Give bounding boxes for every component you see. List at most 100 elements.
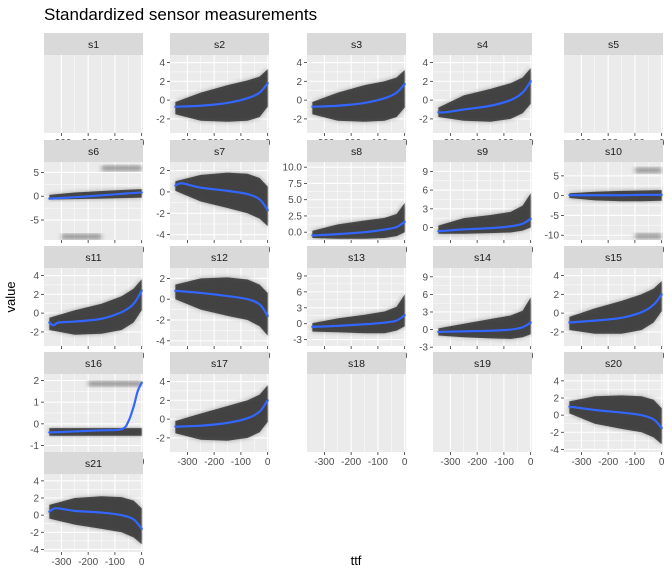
panel-background	[44, 162, 143, 240]
trend-line	[174, 289, 269, 317]
trend-line	[174, 182, 269, 212]
panel-marks	[311, 70, 406, 122]
y-tick-label: 4	[159, 58, 165, 69]
panel-marks	[437, 193, 532, 234]
data-cloud	[49, 496, 142, 545]
y-tick-label: 0	[159, 415, 165, 426]
facet-strip	[170, 140, 269, 162]
facet-label: s16	[85, 358, 102, 370]
trend-line	[48, 289, 143, 327]
y-tick-label: -10	[545, 231, 560, 242]
panel-background	[433, 374, 532, 452]
y-tick-label: 4	[33, 271, 39, 282]
panel-marks	[48, 381, 143, 436]
x-tick-label: -100	[368, 457, 388, 468]
facet-strip	[44, 452, 143, 474]
y-tick-label: -2	[156, 114, 165, 125]
trend-line	[174, 399, 269, 428]
facet-label: s4	[477, 39, 488, 51]
x-tick-label: -300	[177, 457, 197, 468]
facet-label: s7	[214, 146, 225, 158]
x-tick-label: -100	[625, 457, 645, 468]
y-tick-label: 4	[159, 377, 165, 388]
facet-s18: s18 -300 -200 -100 0	[307, 352, 408, 468]
facet-label: s11	[85, 252, 101, 264]
y-tick-label: 0	[33, 192, 39, 203]
facet-strip	[170, 246, 269, 268]
facet-label: s21	[85, 458, 102, 470]
y-tick-label: 3	[422, 307, 428, 318]
panel-marks	[437, 297, 532, 339]
panel-marks	[174, 385, 269, 441]
x-tick-label: 0	[139, 557, 145, 568]
y-tick-label: 4	[553, 376, 559, 387]
trend-line	[437, 80, 532, 114]
y-tick-label: 9	[422, 167, 428, 178]
y-tick-label: -2	[30, 327, 39, 338]
y-tick-label: 2	[33, 494, 39, 505]
y-tick-label: 2	[422, 77, 428, 88]
trend-line	[437, 217, 532, 233]
x-tick-label: -200	[467, 457, 487, 468]
data-cloud	[438, 297, 531, 339]
y-tick-label: 0	[422, 325, 428, 336]
y-tick-label: 0	[422, 96, 428, 107]
y-tick-label: 6	[422, 290, 428, 301]
facet-s20: s20 -4 -2 0 2 4 -300 -200 -100 0	[550, 352, 665, 468]
panel-background	[307, 268, 406, 346]
data-cloud	[175, 69, 268, 122]
y-tick-label: 6	[422, 186, 428, 197]
y-tick-label: 5	[553, 171, 559, 182]
panel-marks	[48, 496, 143, 545]
y-tick-label: 2	[159, 274, 165, 285]
trend-line	[48, 191, 143, 200]
x-tick-label: -300	[571, 457, 591, 468]
outlier-points	[61, 234, 102, 240]
facet-strip	[433, 140, 532, 162]
y-tick-label: 4	[553, 271, 559, 282]
facet-label: s12	[211, 252, 228, 264]
y-tick-label: -2	[550, 327, 559, 338]
y-tick-label: 0	[33, 419, 39, 430]
x-tick-label: 0	[659, 457, 665, 468]
facet-label: s2	[214, 39, 225, 51]
facet-strip	[44, 33, 143, 55]
facet-strip	[564, 140, 663, 162]
trend-line	[48, 381, 143, 434]
panel-marks	[437, 68, 532, 122]
y-tick-label: -4	[550, 445, 559, 456]
x-axis-title: ttf	[351, 553, 362, 568]
y-tick-label: 2	[159, 77, 165, 88]
x-tick-label: -100	[494, 457, 514, 468]
y-tick-label: -3	[419, 343, 428, 354]
y-tick-label: 2	[553, 394, 559, 405]
outlier-points	[88, 381, 142, 387]
y-tick-label: -4	[156, 230, 165, 241]
facet-label: s19	[474, 358, 491, 370]
x-tick-label: -100	[231, 457, 251, 468]
trend-line	[311, 220, 406, 237]
y-tick-label: 2	[159, 396, 165, 407]
panel-marks	[174, 172, 269, 227]
y-tick-label: 7.5	[288, 179, 302, 190]
facet-label: s10	[605, 146, 622, 158]
y-tick-label: -1	[30, 441, 39, 452]
facet-strip	[564, 246, 663, 268]
y-tick-label: 2	[33, 290, 39, 301]
y-tick-label: 5.0	[288, 195, 302, 206]
facet-strip	[433, 246, 532, 268]
y-tick-label: 3	[296, 303, 302, 314]
facet-label: s15	[605, 252, 622, 264]
y-tick-label: -2	[156, 209, 165, 220]
x-tick-label: -300	[51, 557, 71, 568]
y-tick-label: -2	[156, 433, 165, 444]
panel-marks	[568, 167, 663, 239]
